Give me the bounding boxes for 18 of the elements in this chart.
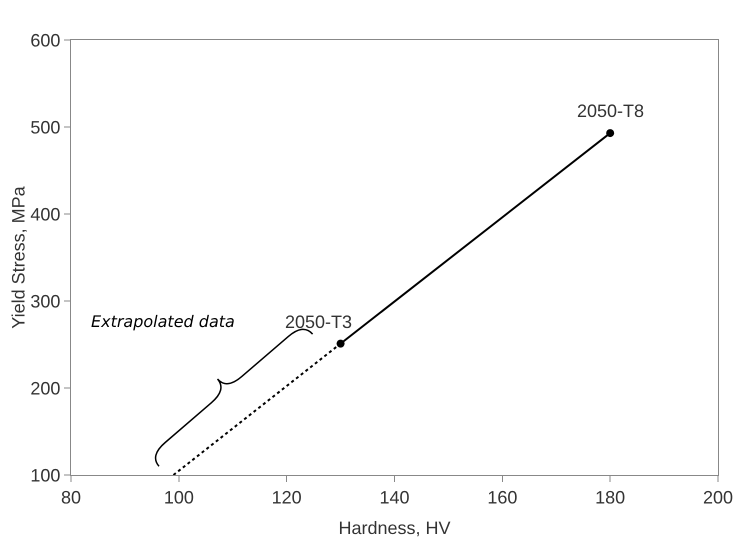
annotation: 2050-T8 <box>577 101 644 121</box>
y-tick-label: 500 <box>30 117 60 138</box>
y-tick-label: 300 <box>30 291 60 312</box>
x-tick-label: 160 <box>487 488 518 508</box>
y-tick-label: 200 <box>30 378 60 398</box>
x-axis-title: Hardness, HV <box>338 518 451 538</box>
x-tick-label: 120 <box>272 488 302 508</box>
x-tick-label: 100 <box>164 488 194 508</box>
y-tick-label: 100 <box>30 465 60 486</box>
x-tick-label: 200 <box>702 488 734 508</box>
annotation: 2050-T3 <box>285 312 352 332</box>
x-tick-label: 180 <box>595 488 626 508</box>
y-tick-label: 600 <box>30 30 60 50</box>
y-axis-title: Yield Stress, MPa <box>8 185 28 329</box>
y-tick-label: 400 <box>30 204 60 224</box>
annotation: Extrapolated data <box>91 312 235 331</box>
x-tick-label: 140 <box>379 488 410 508</box>
x-tick-label: 80 <box>60 488 82 508</box>
